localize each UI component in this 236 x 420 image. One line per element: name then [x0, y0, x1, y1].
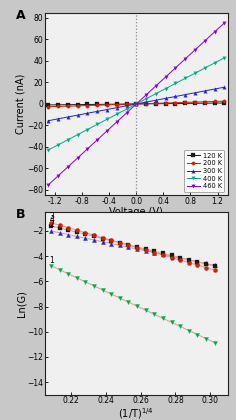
200 K: [223, 99, 226, 104]
Line: 200 K: 200 K: [46, 100, 226, 108]
200 K: [47, 104, 50, 109]
Line: 400 K: 400 K: [46, 56, 226, 152]
120 K: [66, 102, 69, 107]
400 K: [47, 147, 50, 152]
Text: B: B: [16, 208, 25, 221]
Text: 2: 2: [49, 220, 54, 229]
300 K: [80, 112, 82, 117]
300 K: [203, 88, 206, 93]
Line: 120 K: 120 K: [46, 101, 226, 107]
460 K: [203, 38, 206, 43]
Legend: 120 K, 200 K, 300 K, 400 K, 460 K: 120 K, 200 K, 300 K, 400 K, 460 K: [184, 150, 224, 192]
460 K: [47, 182, 50, 187]
Line: 460 K: 460 K: [46, 21, 226, 187]
Text: A: A: [16, 9, 25, 22]
400 K: [223, 55, 226, 60]
Y-axis label: Current (nA): Current (nA): [16, 74, 26, 134]
400 K: [66, 137, 69, 142]
300 K: [112, 106, 115, 111]
Text: 3: 3: [49, 212, 54, 221]
460 K: [220, 24, 223, 29]
460 K: [80, 152, 82, 158]
X-axis label: Voltage (V): Voltage (V): [109, 207, 163, 217]
400 K: [220, 57, 223, 62]
300 K: [220, 85, 223, 90]
120 K: [220, 100, 223, 105]
200 K: [66, 104, 69, 109]
300 K: [47, 118, 50, 123]
120 K: [47, 102, 50, 108]
300 K: [89, 110, 92, 115]
200 K: [80, 103, 82, 108]
Line: 300 K: 300 K: [46, 85, 226, 123]
200 K: [112, 102, 115, 107]
200 K: [220, 99, 223, 104]
Text: 4: 4: [49, 215, 54, 224]
460 K: [112, 123, 115, 128]
300 K: [66, 115, 69, 120]
120 K: [203, 101, 206, 106]
120 K: [89, 102, 92, 107]
400 K: [89, 125, 92, 130]
X-axis label: (1/T)$^{1/4}$: (1/T)$^{1/4}$: [118, 407, 154, 420]
300 K: [223, 85, 226, 90]
120 K: [112, 102, 115, 107]
120 K: [80, 102, 82, 107]
460 K: [223, 21, 226, 26]
200 K: [203, 99, 206, 104]
120 K: [223, 100, 226, 105]
400 K: [112, 113, 115, 118]
Text: 1: 1: [49, 256, 54, 265]
200 K: [89, 103, 92, 108]
Y-axis label: Ln(G): Ln(G): [16, 290, 26, 317]
400 K: [203, 66, 206, 71]
400 K: [80, 131, 82, 136]
460 K: [89, 144, 92, 149]
460 K: [66, 165, 69, 170]
